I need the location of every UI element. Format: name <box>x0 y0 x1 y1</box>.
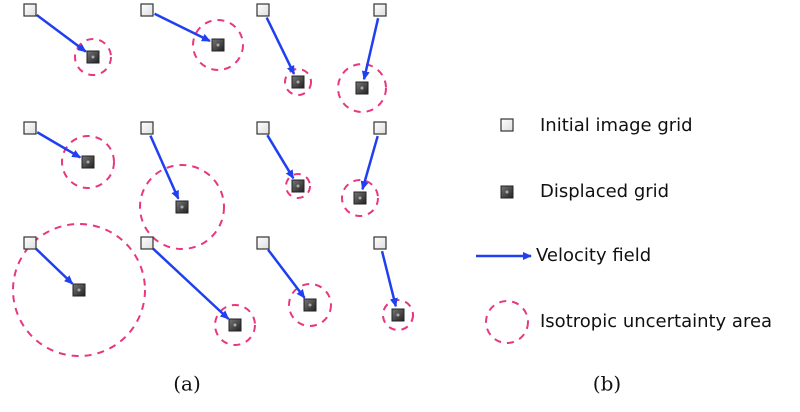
displaced-dot <box>77 288 81 292</box>
velocity-arrow <box>360 135 379 191</box>
legend-initial-icon <box>500 118 514 132</box>
uncertainty-circle <box>192 19 244 71</box>
displaced-dot <box>360 86 364 90</box>
velocity-arrow <box>266 134 295 180</box>
initial-square <box>256 3 270 17</box>
velocity-arrow <box>153 12 211 43</box>
displaced-dot <box>308 303 312 307</box>
uncertainty-circle <box>337 63 387 113</box>
velocity-arrow <box>149 135 180 200</box>
legend-label: Isotropic uncertainty area <box>540 311 772 332</box>
initial-square <box>23 121 37 135</box>
initial-square <box>373 3 387 17</box>
uncertainty-circle <box>382 299 414 331</box>
initial-square <box>373 236 387 250</box>
initial-square <box>256 121 270 135</box>
velocity-arrow <box>36 131 82 159</box>
velocity-arrow <box>380 250 398 308</box>
uncertainty-circle <box>12 223 146 357</box>
initial-square <box>23 3 37 17</box>
displaced-dot <box>180 205 184 209</box>
displaced-dot <box>91 55 95 59</box>
initial-square <box>140 236 154 250</box>
displaced-dot <box>296 80 300 84</box>
displaced-dot <box>233 323 237 327</box>
legend-displaced-dot <box>505 190 509 194</box>
uncertainty-circle <box>139 164 225 250</box>
legend-label: Initial image grid <box>540 115 693 136</box>
caption: (b) <box>593 372 621 396</box>
initial-square <box>23 236 37 250</box>
uncertainty-circle <box>285 173 311 199</box>
initial-square <box>256 236 270 250</box>
velocity-arrow <box>265 17 296 75</box>
uncertainty-circle <box>214 304 256 346</box>
velocity-arrow <box>152 247 230 320</box>
field <box>12 3 414 357</box>
displaced-dot <box>296 184 300 188</box>
initial-square <box>373 121 387 135</box>
caption: (a) <box>173 372 201 396</box>
legend-circle-icon <box>485 300 529 344</box>
uncertainty-circle <box>61 135 115 189</box>
displaced-dot <box>396 313 400 317</box>
legend: Initial image grid Displaced grid Veloci… <box>476 115 772 344</box>
displaced-dot <box>358 196 362 200</box>
uncertainty-circle <box>341 179 379 217</box>
velocity-arrow <box>35 247 74 285</box>
velocity-arrow <box>267 248 306 299</box>
uncertainty-circle <box>284 68 312 96</box>
displaced-dot <box>216 43 220 47</box>
initial-square <box>140 3 154 17</box>
uncertainty-circle <box>288 283 332 327</box>
uncertainty-circle <box>74 38 112 76</box>
displaced-dot <box>86 160 90 164</box>
legend-label: Velocity field <box>536 245 651 266</box>
initial-square <box>140 121 154 135</box>
velocity-arrow <box>361 17 380 81</box>
velocity-arrow <box>35 14 87 53</box>
legend-label: Displaced grid <box>540 181 669 202</box>
